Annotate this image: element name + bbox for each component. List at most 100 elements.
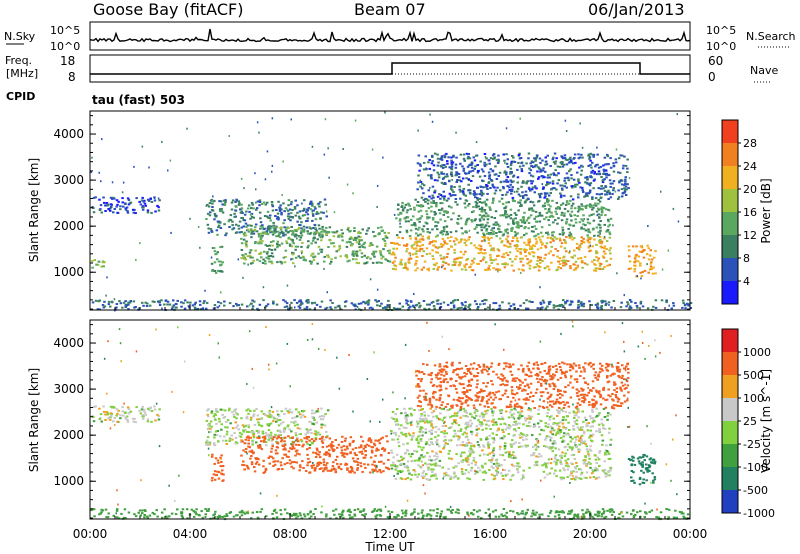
scatter-cell [267, 429, 271, 432]
scatter-cell [374, 250, 378, 253]
scatter-cell [150, 420, 153, 423]
scatter-cell [424, 200, 427, 203]
noise-cell [505, 127, 508, 130]
scatter-cell [321, 441, 325, 444]
scatter-cell [284, 249, 288, 252]
scatter-cell [497, 417, 501, 420]
scatter-cell [446, 216, 450, 218]
scatter-cell [506, 180, 510, 183]
scatter-cell [440, 408, 444, 410]
scatter-cell [533, 235, 536, 238]
scatter-cell [292, 442, 296, 445]
scatter-cell [332, 445, 335, 448]
scatter-cell [535, 215, 538, 218]
scatter-cell [418, 217, 421, 220]
scatter-cell [264, 232, 267, 235]
scatter-cell [560, 163, 564, 166]
scatter-cell [432, 202, 436, 204]
scatter-cell [251, 439, 254, 442]
scatter-cell [445, 173, 449, 176]
scatter-cell [554, 454, 558, 457]
scatter-cell [487, 445, 490, 448]
scatter-cell [417, 181, 420, 184]
scatter-cell [218, 200, 221, 203]
scatter-cell [460, 468, 464, 471]
scatter-cell [605, 248, 608, 250]
scatter-cell [504, 244, 507, 247]
scatter-cell [391, 461, 395, 464]
scatter-cell [351, 457, 355, 460]
scatter-cell [600, 192, 604, 195]
scatter-cell [633, 257, 637, 260]
scatter-cell [221, 270, 224, 273]
scatter-cell [286, 410, 289, 413]
scatter-cell [388, 249, 391, 252]
scatter-cell [499, 181, 503, 184]
scatter-cell [383, 231, 386, 234]
scatter-cell [589, 182, 593, 185]
scatter-cell [231, 438, 234, 441]
scatter-cell [283, 463, 287, 466]
scatter-cell [312, 252, 315, 255]
scatter-cell [587, 241, 590, 244]
scatter-cell [311, 204, 314, 207]
scatter-cell [237, 203, 241, 206]
scatter-cell [414, 247, 418, 250]
scatter-cell [493, 439, 496, 441]
scatter-cell [235, 426, 238, 429]
scatter-cell [406, 267, 409, 270]
scatter-cell [220, 207, 223, 210]
scatter-cell [604, 300, 607, 303]
scatter-cell [560, 214, 563, 217]
scatter-cell [551, 199, 554, 202]
scatter-cell [580, 438, 583, 441]
scatter-cell [519, 219, 522, 222]
scatter-cell [313, 301, 317, 304]
scatter-cell [330, 260, 333, 263]
scatter-cell [270, 249, 274, 251]
scatter-cell [446, 175, 449, 178]
scatter-cell [571, 446, 574, 449]
scatter-cell [337, 443, 341, 446]
scatter-cell [487, 242, 491, 245]
scatter-cell [574, 422, 577, 425]
scatter-cell [431, 255, 434, 258]
scatter-cell [594, 458, 598, 461]
scatter-cell [269, 219, 272, 222]
scatter-cell [446, 252, 449, 255]
scatter-cell [487, 182, 490, 185]
scatter-cell [198, 300, 202, 303]
scatter-cell [193, 303, 196, 306]
scatter-cell [571, 437, 574, 440]
scatter-cell [582, 305, 585, 308]
scatter-cell [466, 425, 469, 428]
scatter-cell [519, 236, 523, 239]
scatter-cell [308, 308, 312, 311]
scatter-cell [286, 462, 289, 465]
scatter-cell [133, 417, 136, 420]
scatter-cell [426, 202, 430, 205]
scatter-cell [142, 200, 145, 203]
scatter-cell [589, 236, 593, 239]
scatter-cell [601, 443, 604, 446]
scatter-cell [450, 457, 453, 460]
scatter-cell [465, 177, 468, 180]
scatter-cell [638, 250, 642, 253]
scatter-cell [312, 259, 316, 262]
scatter-cell [459, 430, 462, 432]
scatter-cell [476, 171, 480, 174]
scatter-cell [496, 263, 499, 266]
scatter-cell [104, 210, 107, 212]
scatter-cell [472, 261, 475, 264]
scatter-cell [267, 225, 271, 228]
noise-cell [266, 150, 269, 153]
noise-cell [497, 270, 499, 273]
scatter-cell [503, 266, 507, 269]
scatter-cell [447, 197, 450, 200]
scatter-cell [484, 215, 487, 218]
scatter-cell [432, 164, 436, 167]
scatter-cell [600, 206, 604, 209]
scatter-cell [349, 237, 352, 240]
scatter-cell [575, 247, 579, 249]
scatter-cell [515, 190, 519, 193]
